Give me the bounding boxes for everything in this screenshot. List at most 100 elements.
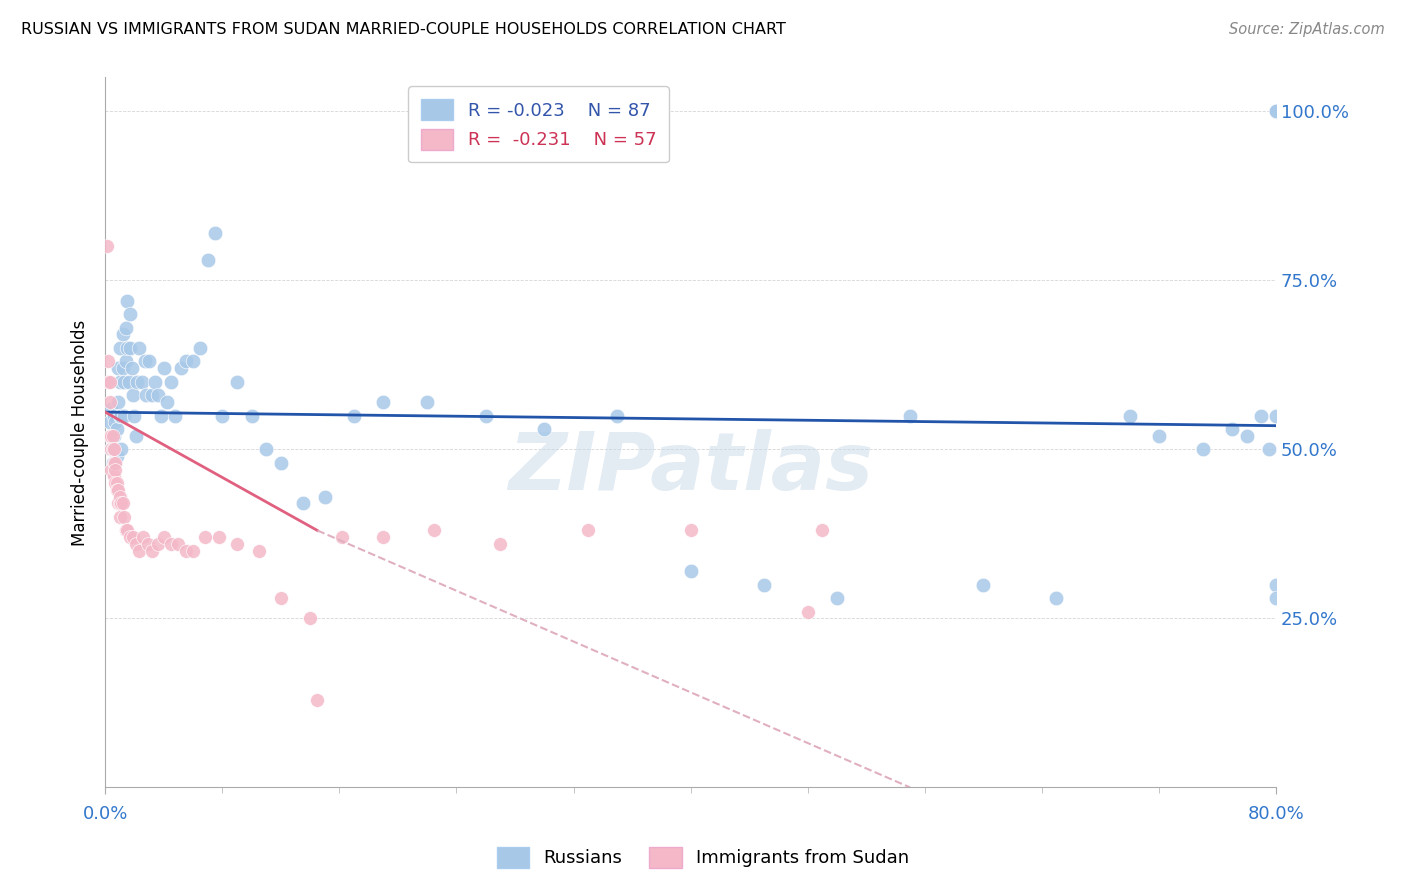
Point — [108, 341, 131, 355]
Point — [270, 456, 292, 470]
Point — [576, 524, 599, 538]
Point — [226, 375, 249, 389]
Point — [110, 442, 132, 457]
Point — [100, 442, 122, 457]
Point — [107, 361, 129, 376]
Point — [1265, 104, 1288, 119]
Point — [146, 537, 169, 551]
Point — [132, 530, 155, 544]
Point — [226, 537, 249, 551]
Point — [134, 354, 156, 368]
Point — [314, 490, 336, 504]
Point — [141, 388, 163, 402]
Point — [120, 530, 142, 544]
Point — [128, 543, 150, 558]
Point — [141, 543, 163, 558]
Point — [270, 591, 292, 606]
Point — [110, 409, 132, 423]
Point — [105, 422, 128, 436]
Point — [101, 442, 124, 457]
Point — [108, 510, 131, 524]
Point — [111, 361, 134, 376]
Point — [96, 239, 118, 253]
Point — [152, 361, 174, 376]
Point — [1045, 591, 1067, 606]
Point — [115, 524, 138, 538]
Point — [115, 341, 138, 355]
Point — [124, 409, 146, 423]
Point — [105, 476, 128, 491]
Point — [174, 543, 197, 558]
Point — [112, 375, 135, 389]
Point — [1257, 442, 1279, 457]
Point — [204, 226, 226, 240]
Point — [208, 530, 231, 544]
Point — [121, 361, 143, 376]
Point — [111, 496, 134, 510]
Point — [104, 462, 127, 476]
Point — [1250, 409, 1272, 423]
Point — [97, 354, 120, 368]
Point — [165, 409, 187, 423]
Point — [103, 469, 125, 483]
Point — [143, 375, 166, 389]
Point — [108, 409, 131, 423]
Point — [110, 496, 132, 510]
Point — [120, 341, 142, 355]
Point — [104, 442, 127, 457]
Point — [108, 490, 131, 504]
Text: ZIPatlas: ZIPatlas — [508, 429, 873, 507]
Text: RUSSIAN VS IMMIGRANTS FROM SUDAN MARRIED-COUPLE HOUSEHOLDS CORRELATION CHART: RUSSIAN VS IMMIGRANTS FROM SUDAN MARRIED… — [21, 22, 786, 37]
Point — [136, 537, 159, 551]
Point — [104, 415, 127, 429]
Point — [373, 530, 395, 544]
Point — [127, 375, 149, 389]
Point — [373, 395, 395, 409]
Point — [149, 409, 172, 423]
Legend: Russians, Immigrants from Sudan: Russians, Immigrants from Sudan — [485, 836, 921, 879]
Point — [146, 388, 169, 402]
Point — [125, 537, 148, 551]
Point — [156, 395, 179, 409]
Point — [138, 354, 160, 368]
Point — [170, 361, 193, 376]
Point — [1220, 422, 1243, 436]
Point — [1265, 591, 1288, 606]
Point — [120, 307, 142, 321]
Point — [181, 543, 204, 558]
Point — [135, 388, 157, 402]
Point — [181, 354, 204, 368]
Point — [330, 530, 353, 544]
Point — [107, 496, 129, 510]
Point — [972, 577, 994, 591]
Point — [152, 530, 174, 544]
Point — [752, 577, 775, 591]
Point — [343, 409, 366, 423]
Point — [416, 395, 439, 409]
Point — [1147, 429, 1170, 443]
Point — [131, 375, 153, 389]
Y-axis label: Married-couple Households: Married-couple Households — [72, 319, 89, 546]
Point — [108, 375, 131, 389]
Point — [101, 429, 124, 443]
Point — [104, 456, 127, 470]
Point — [188, 341, 211, 355]
Point — [103, 456, 125, 470]
Point — [101, 456, 124, 470]
Point — [98, 429, 121, 443]
Point — [474, 409, 496, 423]
Point — [100, 429, 122, 443]
Point — [194, 530, 217, 544]
Point — [103, 409, 125, 423]
Point — [122, 530, 145, 544]
Point — [101, 442, 124, 457]
Text: Source: ZipAtlas.com: Source: ZipAtlas.com — [1229, 22, 1385, 37]
Point — [1191, 442, 1213, 457]
Point — [128, 341, 150, 355]
Point — [898, 409, 921, 423]
Point — [114, 354, 136, 368]
Point — [98, 375, 121, 389]
Point — [211, 409, 233, 423]
Point — [107, 483, 129, 497]
Point — [1265, 577, 1288, 591]
